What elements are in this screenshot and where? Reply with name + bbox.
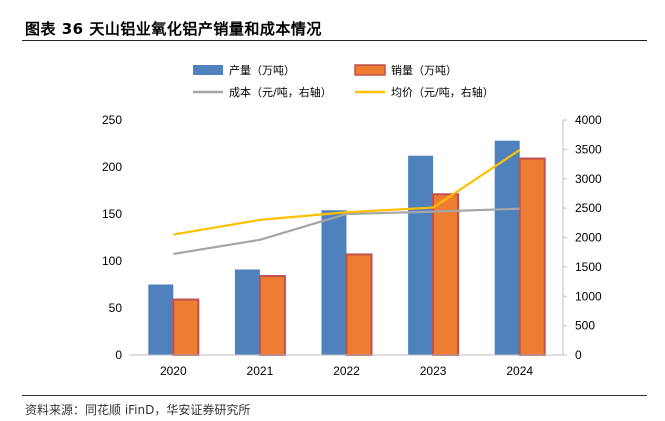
y-left-tick-label: 0 (115, 348, 122, 362)
bar-sales (258, 275, 286, 357)
y-right-tick-label: 2000 (575, 231, 602, 245)
y-left-tick-label: 100 (102, 254, 122, 268)
title-divider (22, 40, 647, 41)
line-series (173, 149, 521, 256)
legend-swatch-bar (354, 64, 386, 76)
legend-swatch-bar (193, 65, 223, 75)
chart-title: 图表 36 天山铝业氧化铝产销量和成本情况 (25, 20, 322, 38)
legend: 产量（万吨） 销量（万吨） 成本（元/吨，右轴） 均价（元/吨，右轴） (193, 63, 494, 99)
y-right-tick-label: 3500 (575, 142, 602, 156)
y-left-tick-label: 200 (102, 160, 122, 174)
line-cost (173, 207, 520, 256)
y-right-tick-label: 3000 (575, 172, 602, 186)
axes: 0501001502002500500100015002000250030003… (102, 113, 602, 378)
y-left-tick-label: 150 (102, 207, 122, 221)
footer-divider (22, 395, 647, 396)
bar-production (148, 284, 174, 355)
bar-series (148, 140, 546, 357)
legend-label: 成本（元/吨，右轴） (229, 85, 332, 99)
y-right-tick-label: 500 (575, 319, 595, 333)
y-right-tick-label: 1500 (575, 260, 602, 274)
bar-production (234, 269, 260, 355)
x-tick-label: 2021 (247, 364, 274, 378)
x-tick-label: 2023 (420, 364, 447, 378)
bar-production (321, 210, 347, 355)
x-tick-label: 2022 (333, 364, 360, 378)
legend-label: 均价（元/吨，右轴） (391, 85, 494, 99)
y-right-tick-label: 4000 (575, 113, 602, 127)
line-avg-price (173, 149, 521, 236)
y-left-tick-label: 50 (109, 301, 123, 315)
y-left-tick-label: 250 (102, 113, 122, 127)
bar-sales (432, 193, 460, 356)
y-right-tick-label: 0 (575, 348, 582, 362)
x-tick-label: 2024 (506, 364, 533, 378)
legend-label: 销量（万吨） (391, 63, 457, 77)
x-tick-label: 2020 (160, 364, 187, 378)
bar-sales (518, 157, 546, 356)
legend-label: 产量（万吨） (229, 63, 295, 77)
bar-sales (345, 253, 373, 356)
source-note: 资料来源：同花顺 iFinD，华安证券研究所 (25, 403, 251, 417)
y-right-tick-label: 2500 (575, 201, 602, 215)
y-right-tick-label: 1000 (575, 289, 602, 303)
bar-sales (172, 298, 200, 357)
bar-production (408, 155, 434, 355)
bar-production (494, 140, 520, 355)
